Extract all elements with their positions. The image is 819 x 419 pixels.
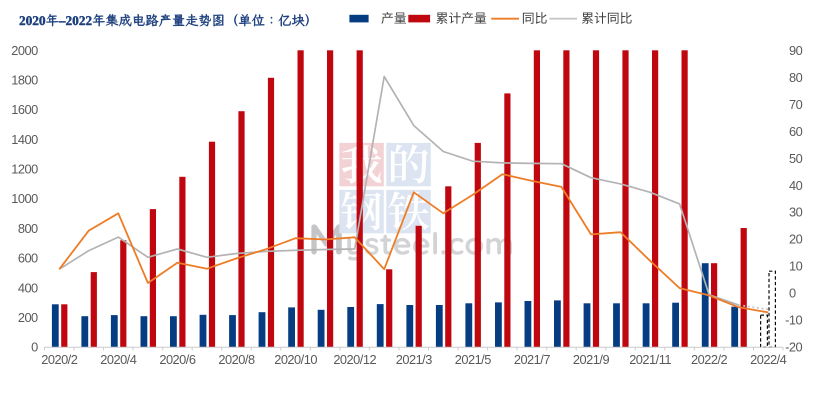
svg-text:2020/6: 2020/6 (159, 352, 196, 367)
svg-text:800: 800 (18, 221, 38, 236)
svg-text:20: 20 (789, 232, 803, 247)
svg-text:60: 60 (789, 124, 803, 139)
svg-text:1000: 1000 (11, 191, 38, 206)
svg-text:40: 40 (789, 178, 803, 193)
svg-text:1800: 1800 (11, 73, 38, 88)
svg-text:400: 400 (18, 280, 38, 295)
svg-text:2020/8: 2020/8 (218, 352, 255, 367)
svg-text:2021/5: 2021/5 (455, 352, 492, 367)
svg-text:2022/4: 2022/4 (750, 352, 787, 367)
svg-text:70: 70 (789, 97, 803, 112)
svg-text:2000: 2000 (11, 43, 38, 58)
svg-text:10: 10 (789, 259, 803, 274)
svg-text:2020/4: 2020/4 (100, 352, 137, 367)
svg-text:600: 600 (18, 251, 38, 266)
svg-text:2021/11: 2021/11 (629, 352, 671, 367)
svg-text:200: 200 (18, 310, 38, 325)
svg-text:50: 50 (789, 151, 803, 166)
svg-text:30: 30 (789, 205, 803, 220)
svg-text:1400: 1400 (11, 132, 38, 147)
svg-text:2020/12: 2020/12 (333, 352, 376, 367)
svg-text:1600: 1600 (11, 102, 38, 117)
svg-text:2020/2: 2020/2 (41, 352, 78, 367)
svg-text:2021/7: 2021/7 (514, 352, 551, 367)
svg-text:2021/9: 2021/9 (573, 352, 610, 367)
svg-text:80: 80 (789, 70, 803, 85)
svg-text:2021/3: 2021/3 (396, 352, 433, 367)
svg-text:1200: 1200 (11, 162, 38, 177)
svg-text:0: 0 (789, 286, 796, 301)
svg-text:2022/2: 2022/2 (691, 352, 728, 367)
svg-text:-10: -10 (785, 313, 802, 328)
svg-text:-20: -20 (785, 340, 802, 355)
svg-text:0: 0 (31, 340, 38, 355)
svg-text:90: 90 (789, 43, 803, 58)
svg-text:2020/10: 2020/10 (274, 352, 317, 367)
